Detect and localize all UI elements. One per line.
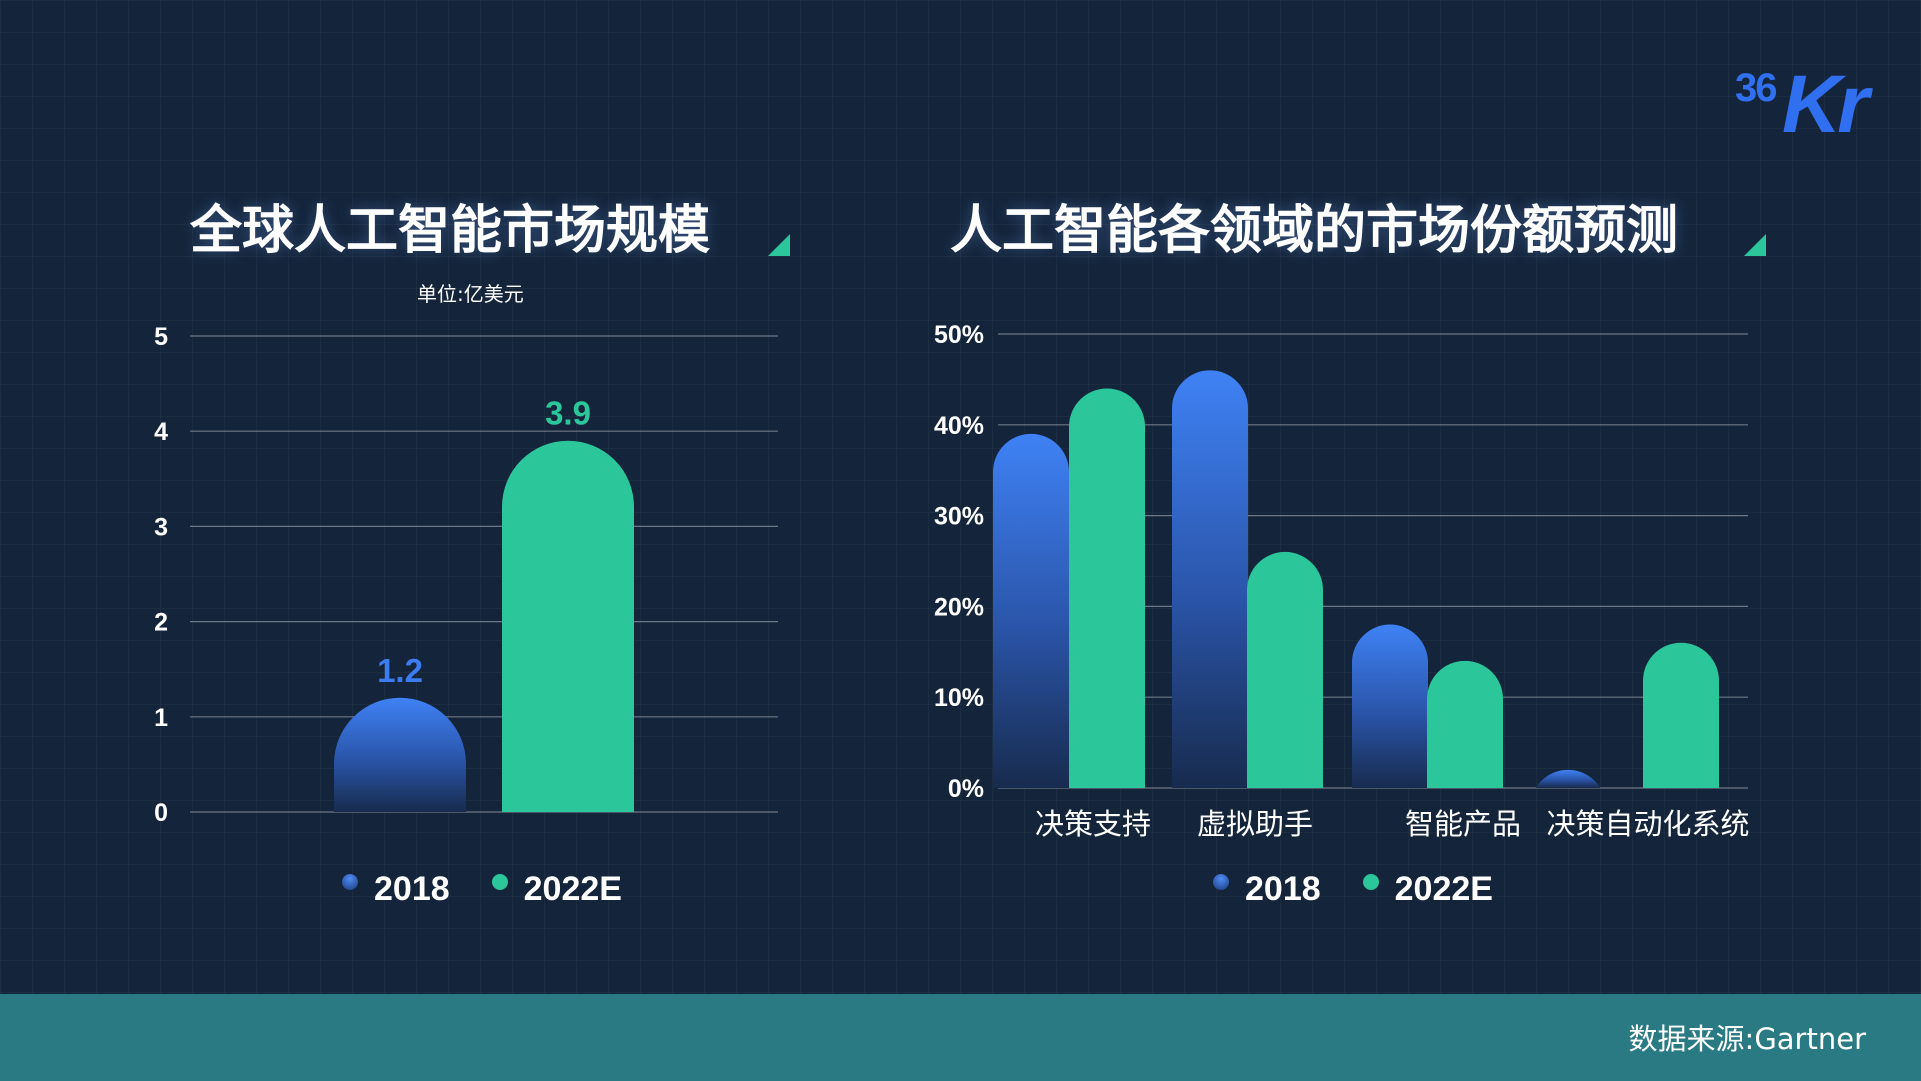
background-grid (0, 0, 1921, 994)
right-chart-legend: 2018 2022E (1213, 870, 1535, 909)
legend-dot-2022e (1362, 873, 1379, 890)
logo-number: 36 (1735, 66, 1777, 110)
left-chart-unit: 单位:亿美元 (417, 282, 524, 306)
legend-label-2022e: 2022E (523, 870, 622, 908)
left-title-corner-mark (768, 234, 790, 256)
right-title-corner-mark (1744, 234, 1766, 256)
legend-dot-2018 (1213, 873, 1229, 890)
legend-dot-2022e (491, 873, 508, 890)
left-chart-legend: 2018 2022E (342, 870, 664, 909)
legend-item-2018: 2018 (1213, 870, 1321, 909)
legend-label-2022e: 2022E (1394, 870, 1493, 908)
legend-dot-2018 (342, 873, 358, 890)
right-chart-title: 人工智能各领域的市场份额预测 (950, 201, 1679, 261)
data-source: 数据来源:Gartner (1628, 1022, 1866, 1056)
legend-item-2022e: 2022E (491, 870, 622, 909)
footer-bar: 数据来源:Gartner (0, 994, 1921, 1081)
legend-item-2018: 2018 (342, 870, 450, 909)
legend-item-2022e: 2022E (1362, 870, 1493, 909)
logo-letters: Kr (1782, 59, 1869, 150)
left-chart-title: 全球人工智能市场规模 (190, 201, 711, 261)
legend-label-2018: 2018 (374, 870, 450, 908)
legend-label-2018: 2018 (1245, 870, 1321, 908)
